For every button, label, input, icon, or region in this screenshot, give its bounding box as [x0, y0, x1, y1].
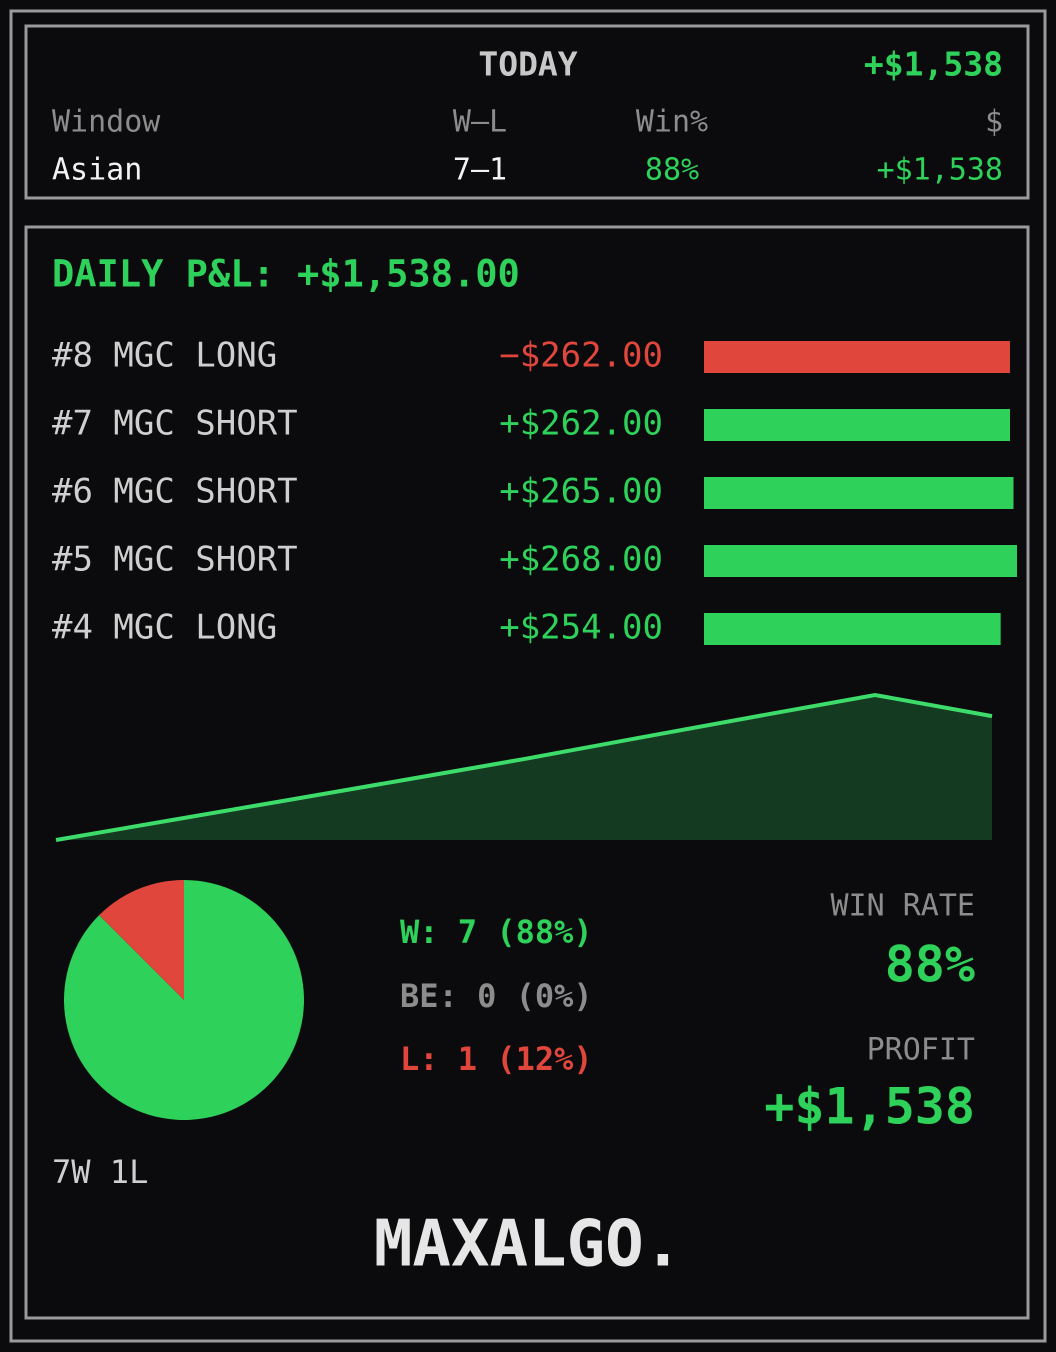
column-header: $: [985, 105, 1003, 140]
trade-label: #8 MGC LONG: [52, 336, 277, 376]
today-title: TODAY: [478, 45, 577, 84]
trade-bar: [704, 341, 1010, 373]
daily-box: [24, 225, 1030, 1320]
trade-label: #4 MGC LONG: [52, 608, 277, 648]
trade-label: #7 MGC SHORT: [52, 404, 298, 444]
daily-title: DAILY P&L: +$1,538.00: [52, 253, 520, 296]
pie-slice: [64, 880, 305, 1121]
trade-value: +$262.00: [499, 404, 663, 444]
cell: +$1,538: [877, 153, 1003, 188]
cell: Asian: [52, 153, 142, 188]
column-header: Window: [52, 105, 161, 140]
trade-label: #5 MGC SHORT: [52, 540, 298, 580]
trade-bar: [704, 545, 1017, 577]
trade-bar: [704, 613, 1001, 645]
win-rate-label: WIN RATE: [831, 889, 976, 924]
legend-loss: L: 1 (12%): [400, 1040, 593, 1078]
pie-summary: 7W 1L: [52, 1153, 148, 1191]
equity-line: [55, 692, 993, 842]
column-header: W–L: [453, 105, 507, 140]
column-header: Win%: [636, 105, 708, 140]
cell: 88%: [645, 153, 699, 188]
trade-value: +$265.00: [499, 472, 663, 512]
trade-value: +$254.00: [499, 608, 663, 648]
legend-win: W: 7 (88%): [400, 913, 593, 951]
trade-value: +$268.00: [499, 540, 663, 580]
profit-label: PROFIT: [867, 1033, 975, 1068]
outer-frame: [9, 9, 1047, 1343]
trade-label: #6 MGC SHORT: [52, 472, 298, 512]
trade-bar: [704, 477, 1014, 509]
brand: MAXALGO.: [374, 1208, 682, 1282]
cell: 7–1: [453, 153, 507, 188]
trade-value: −$262.00: [499, 336, 663, 376]
today-total: +$1,538: [864, 45, 1003, 84]
win-rate: 88%: [885, 936, 975, 994]
profit: +$1,538: [764, 1078, 975, 1136]
legend-breakeven: BE: 0 (0%): [400, 977, 593, 1015]
pie-slice: [99, 880, 184, 1000]
equity-area: [56, 695, 992, 840]
today-box: [24, 24, 1030, 200]
trade-bar: [704, 409, 1010, 441]
